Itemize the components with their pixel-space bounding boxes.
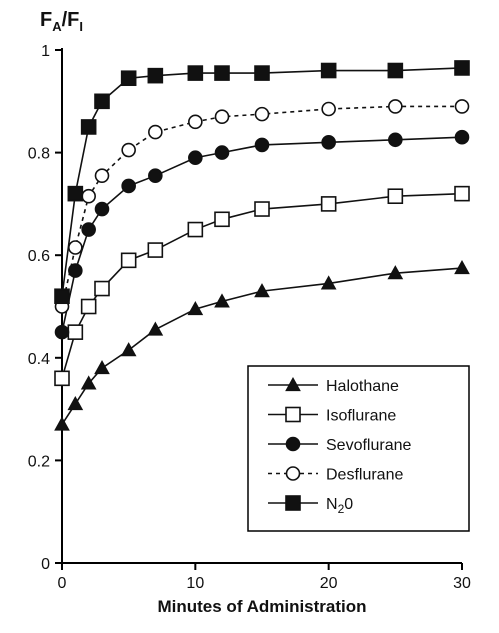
legend-label: Desflurane <box>326 467 403 484</box>
data-point <box>454 60 470 76</box>
legend-item: Halothane <box>268 376 399 395</box>
legend-marker <box>285 495 301 511</box>
data-point <box>68 263 83 278</box>
legend-label: Isoflurane <box>326 408 396 425</box>
y-tick-label: 0.6 <box>28 248 50 265</box>
data-point <box>387 265 404 280</box>
data-point <box>254 137 270 153</box>
data-point <box>454 99 470 114</box>
data-point <box>120 70 137 87</box>
data-point <box>94 168 110 183</box>
data-point <box>80 298 97 315</box>
data-point <box>67 324 84 340</box>
x-tick-label: 20 <box>320 575 338 592</box>
data-point <box>67 395 84 411</box>
data-point <box>388 132 403 148</box>
data-point <box>54 288 70 305</box>
data-point <box>214 65 230 81</box>
data-point <box>188 114 203 130</box>
data-point <box>320 62 337 79</box>
data-point <box>148 168 163 183</box>
x-axis-label: Minutes of Administration <box>157 597 366 616</box>
data-point <box>120 252 137 269</box>
x-tick-label: 30 <box>453 575 471 592</box>
data-point <box>148 124 163 140</box>
legend-label: Sevoflurane <box>326 437 411 454</box>
data-point <box>321 135 336 150</box>
data-point <box>147 321 164 336</box>
data-point <box>94 93 110 110</box>
legend-marker <box>285 436 301 452</box>
legend-label: N20 <box>326 496 353 516</box>
series-layer <box>54 60 470 431</box>
data-point <box>54 370 70 387</box>
data-point <box>147 242 164 258</box>
data-point <box>54 416 70 431</box>
data-point <box>214 109 230 124</box>
data-point <box>214 211 230 228</box>
series-n20 <box>54 60 470 305</box>
legend-item: Sevoflurane <box>268 436 411 454</box>
legend-marker <box>285 466 301 481</box>
y-tick-label: 0.4 <box>28 351 50 368</box>
data-point <box>388 99 403 114</box>
legend-marker <box>285 406 301 423</box>
data-point <box>214 293 230 308</box>
data-point <box>454 259 470 275</box>
series-sevoflurane <box>54 129 470 340</box>
legend-item: Desflurane <box>268 466 403 484</box>
data-point <box>321 101 336 117</box>
y-tick-label: 0 <box>41 556 50 573</box>
series-line <box>61 67 463 297</box>
data-point <box>81 188 96 204</box>
legend: Halothane Isoflurane Sevoflurane Desflurane… <box>247 365 470 532</box>
axes: 00.20.40.60.810 10 20 30 <box>28 43 471 592</box>
data-point <box>254 106 270 122</box>
series-line <box>61 136 463 333</box>
data-point <box>454 129 470 145</box>
y-tick-label: 1 <box>41 43 50 60</box>
data-point <box>94 280 110 297</box>
data-point <box>454 185 470 202</box>
data-point <box>120 342 137 357</box>
y-axis-label: FA/FI <box>40 9 83 34</box>
y-tick-label: 0.2 <box>28 453 50 470</box>
series-desflurane <box>54 99 470 314</box>
data-point <box>80 119 97 135</box>
data-point <box>147 67 164 84</box>
data-point <box>54 324 70 340</box>
data-point <box>387 188 404 205</box>
data-point <box>320 196 337 212</box>
data-point <box>188 150 203 166</box>
data-point <box>254 201 270 217</box>
data-point <box>67 185 84 202</box>
data-point <box>187 221 204 238</box>
data-point <box>94 201 110 217</box>
series-line <box>61 105 462 307</box>
legend-label: Halothane <box>326 378 399 395</box>
data-point <box>254 283 270 298</box>
legend-marker <box>285 376 301 392</box>
legend-item: Isoflurane <box>268 406 396 425</box>
data-point <box>68 240 83 255</box>
data-point <box>187 301 204 316</box>
data-point <box>121 178 136 194</box>
data-point <box>320 275 337 290</box>
data-point <box>187 65 204 81</box>
data-point <box>80 375 97 390</box>
data-point <box>121 142 136 158</box>
x-tick-label: 0 <box>58 575 67 592</box>
data-point <box>94 360 110 375</box>
data-point <box>254 65 270 81</box>
y-tick-label: 0.8 <box>28 146 50 163</box>
series-isoflurane <box>54 185 470 387</box>
series-halothane <box>54 259 470 431</box>
x-tick-label: 10 <box>186 575 204 592</box>
data-point <box>81 222 96 237</box>
legend-item: N20 <box>268 495 353 516</box>
data-point <box>214 145 230 160</box>
data-point <box>387 62 404 79</box>
